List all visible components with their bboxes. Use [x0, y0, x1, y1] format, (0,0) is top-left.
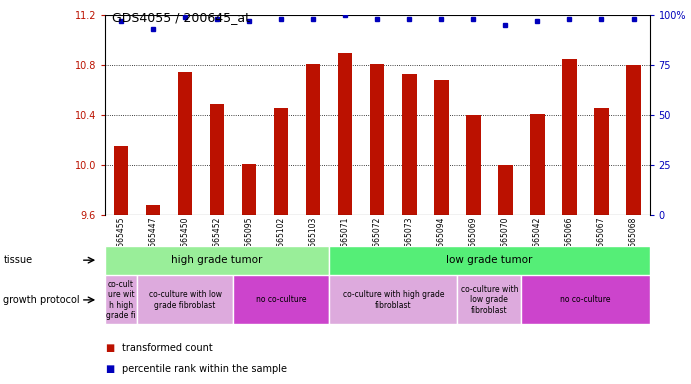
Bar: [498, 165, 513, 215]
Bar: [210, 104, 225, 215]
Bar: [329, 275, 457, 324]
Bar: [434, 80, 448, 215]
Text: transformed count: transformed count: [122, 343, 213, 353]
Bar: [530, 114, 545, 215]
Bar: [466, 115, 480, 215]
Bar: [626, 65, 641, 215]
Bar: [242, 164, 256, 215]
Text: growth protocol: growth protocol: [3, 295, 80, 305]
Bar: [338, 53, 352, 215]
Text: ■: ■: [105, 364, 114, 374]
Text: co-culture with
low grade
fibroblast: co-culture with low grade fibroblast: [461, 285, 518, 315]
Bar: [522, 275, 650, 324]
Text: ■: ■: [105, 343, 114, 353]
Bar: [402, 74, 417, 215]
Bar: [137, 275, 233, 324]
Bar: [105, 246, 329, 275]
Text: high grade tumor: high grade tumor: [171, 255, 263, 265]
Text: co-culture with high grade
fibroblast: co-culture with high grade fibroblast: [343, 290, 444, 310]
Bar: [274, 108, 288, 215]
Bar: [306, 64, 321, 215]
Bar: [146, 205, 160, 215]
Text: no co-culture: no co-culture: [256, 295, 306, 305]
Bar: [178, 71, 192, 215]
Bar: [114, 146, 129, 215]
Bar: [562, 59, 577, 215]
Text: co-culture with low
grade fibroblast: co-culture with low grade fibroblast: [149, 290, 222, 310]
Bar: [457, 275, 522, 324]
Bar: [370, 64, 384, 215]
Text: GDS4055 / 200645_at: GDS4055 / 200645_at: [112, 12, 250, 25]
Text: percentile rank within the sample: percentile rank within the sample: [122, 364, 287, 374]
Bar: [594, 108, 609, 215]
Text: low grade tumor: low grade tumor: [446, 255, 533, 265]
Text: co-cult
ure wit
h high
grade fi: co-cult ure wit h high grade fi: [106, 280, 136, 320]
Bar: [329, 246, 650, 275]
Bar: [233, 275, 329, 324]
Text: no co-culture: no co-culture: [560, 295, 611, 305]
Text: tissue: tissue: [3, 255, 32, 265]
Bar: [105, 275, 137, 324]
